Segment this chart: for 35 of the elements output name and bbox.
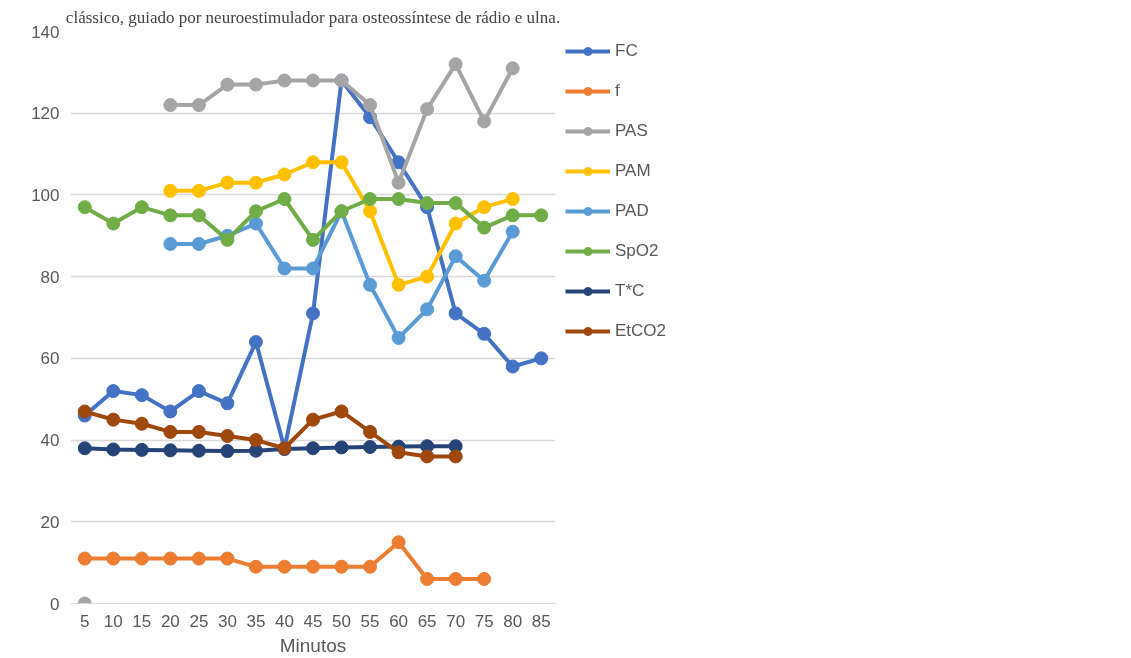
legend-label: PAD xyxy=(615,201,649,221)
x-tick-label: 75 xyxy=(474,611,494,631)
y-tick-label: 100 xyxy=(31,185,60,205)
legend-label: FC xyxy=(615,41,638,61)
x-tick-label: 10 xyxy=(103,611,123,631)
legend-label: PAS xyxy=(615,121,648,141)
y-tick-label: 120 xyxy=(31,104,60,124)
chart-title: clássico, guiado por neuroestimulador para osteossíntese de rádio e ulna. xyxy=(65,7,561,27)
legend-label: f xyxy=(615,81,621,101)
y-tick-label: 40 xyxy=(40,431,60,451)
x-tick-label: 5 xyxy=(80,611,90,631)
legend-label: SpO2 xyxy=(615,241,659,261)
x-tick-label: 15 xyxy=(132,611,152,631)
y-tick-label: 60 xyxy=(40,349,60,369)
x-tick-label: 35 xyxy=(246,611,266,631)
y-tick-label: 80 xyxy=(40,267,60,287)
y-tick-label: 20 xyxy=(40,512,60,532)
x-tick-label: 80 xyxy=(503,611,523,631)
x-tick-label: 50 xyxy=(332,611,351,631)
x-axis-title: Minutos xyxy=(279,634,347,656)
x-tick-label: 45 xyxy=(303,611,323,631)
x-tick-label: 55 xyxy=(360,611,380,631)
x-tick-label: 40 xyxy=(275,611,294,631)
legend-label: PAM xyxy=(615,161,651,181)
x-tick-label: 20 xyxy=(160,611,180,631)
y-tick-label: 0 xyxy=(50,594,60,614)
legend-label: EtCO2 xyxy=(615,321,667,341)
x-tick-label: 60 xyxy=(389,611,409,631)
legend-label: T*C xyxy=(615,281,645,301)
x-tick-label: 70 xyxy=(446,611,466,631)
x-tick-label: 30 xyxy=(217,611,237,631)
x-tick-label: 25 xyxy=(189,611,209,631)
x-tick-label: 85 xyxy=(531,611,551,631)
x-tick-label: 65 xyxy=(417,611,437,631)
y-tick-label: 140 xyxy=(31,22,60,42)
